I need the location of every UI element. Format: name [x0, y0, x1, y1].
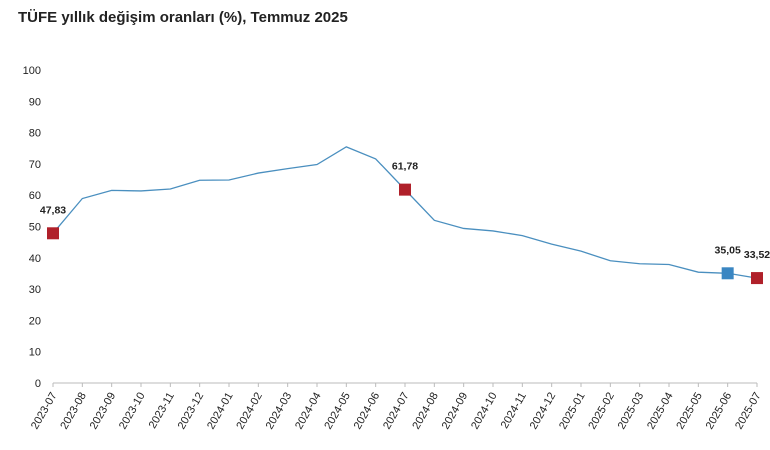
y-tick-label: 10	[29, 347, 41, 359]
y-tick-label: 90	[29, 96, 41, 108]
y-tick-label: 0	[35, 378, 41, 390]
y-tick-label: 50	[29, 222, 41, 234]
x-tick-label: 2025-04	[645, 391, 676, 432]
x-tick-label: 2023-12	[176, 391, 207, 432]
y-tick-label: 70	[29, 159, 41, 171]
marker	[721, 267, 734, 280]
y-tick-label: 40	[29, 253, 41, 265]
chart-title: TÜFE yıllık değişim oranları (%), Temmuz…	[18, 9, 348, 26]
x-tick-label: 2024-10	[469, 391, 500, 432]
y-tick-label: 100	[23, 65, 41, 77]
marker	[751, 272, 763, 285]
x-tick-label: 2024-11	[499, 391, 529, 431]
x-tick-label: 2025-03	[616, 391, 647, 432]
x-tick-label: 2025-02	[586, 391, 617, 432]
y-tick-label: 60	[29, 190, 41, 202]
x-tick-label: 2024-07	[381, 391, 412, 432]
marker	[47, 227, 59, 240]
data-label: 61,78	[392, 161, 418, 173]
x-tick-label: 2024-12	[528, 391, 559, 432]
y-tick-label: 20	[29, 315, 41, 327]
data-label: 33,52	[744, 249, 770, 261]
marker	[399, 183, 411, 196]
x-tick-label: 2024-04	[293, 391, 324, 432]
data-label: 35,05	[715, 244, 741, 256]
x-tick-label: 2025-05	[674, 391, 705, 432]
data-label: 47,83	[40, 204, 66, 216]
x-tick-label: 2023-09	[88, 391, 119, 432]
x-tick-label: 2025-06	[704, 391, 735, 432]
x-tick-label: 2024-03	[264, 391, 295, 432]
x-tick-label: 2024-01	[205, 391, 236, 432]
x-tick-label: 2024-08	[410, 391, 441, 432]
y-tick-label: 80	[29, 128, 41, 140]
x-tick-label: 2023-07	[29, 391, 60, 432]
x-tick-label: 2025-07	[733, 391, 764, 432]
x-tick-label: 2024-09	[440, 391, 471, 432]
x-tick-label: 2025-01	[557, 391, 588, 432]
x-tick-label: 2023-10	[117, 391, 148, 432]
y-tick-label: 30	[29, 284, 41, 296]
x-tick-label: 2023-08	[58, 391, 89, 432]
x-tick-label: 2024-02	[234, 391, 265, 432]
x-tick-label: 2023-11	[147, 391, 177, 431]
x-tick-label: 2024-06	[352, 391, 383, 432]
x-tick-label: 2024-05	[322, 391, 353, 432]
